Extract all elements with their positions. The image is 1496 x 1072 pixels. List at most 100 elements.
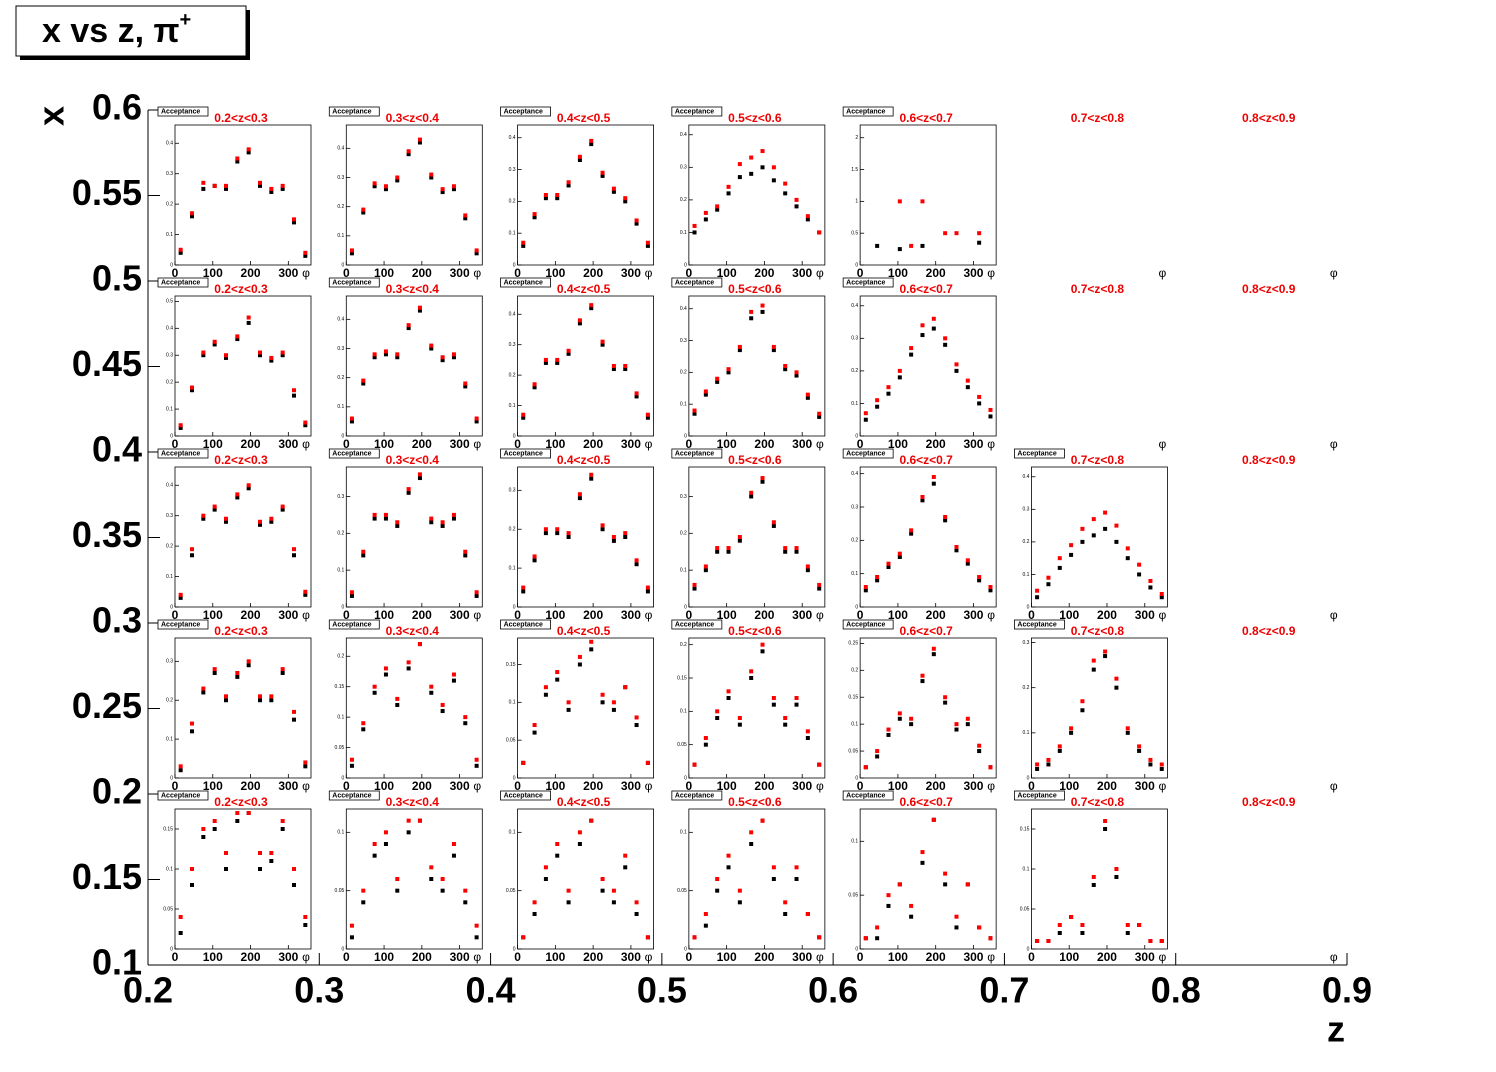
data-point bbox=[589, 818, 594, 823]
data-point bbox=[190, 729, 194, 734]
data-point bbox=[555, 677, 560, 682]
panel-y-tick-label: 0.4 bbox=[337, 317, 344, 323]
data-point bbox=[463, 553, 468, 558]
x-tick-label: 0.2 bbox=[123, 970, 173, 1011]
data-point bbox=[954, 727, 959, 732]
data-point bbox=[909, 531, 914, 536]
data-point bbox=[1114, 685, 1119, 690]
panel-x-label: φ bbox=[302, 950, 310, 964]
data-point bbox=[463, 216, 468, 221]
panel-frame bbox=[1031, 637, 1168, 779]
data-point bbox=[943, 882, 948, 887]
panel-y-tick-label: 0.4 bbox=[680, 132, 687, 138]
panel-x-tick-label: 200 bbox=[412, 779, 432, 793]
data-point bbox=[417, 642, 422, 647]
panel-y-tick-label: 0 bbox=[684, 262, 687, 268]
title-superscript: + bbox=[180, 9, 192, 31]
legend-text: Acceptance bbox=[675, 450, 714, 457]
panel-y-tick-label: 0.2 bbox=[680, 197, 687, 203]
panel-frame bbox=[345, 124, 483, 266]
data-point bbox=[589, 639, 594, 644]
data-point bbox=[794, 696, 799, 700]
panel-x-tick-label: 0 bbox=[514, 608, 521, 622]
data-point bbox=[224, 694, 228, 699]
y-tick-label: 0.35 bbox=[72, 514, 142, 555]
panel-x-label: φ bbox=[645, 950, 653, 964]
data-point bbox=[577, 321, 582, 326]
panel-y-tick-label: 0.1 bbox=[337, 404, 344, 410]
data-point bbox=[611, 186, 616, 191]
data-point bbox=[349, 935, 354, 940]
panel-y-tick-label: 0.1 bbox=[337, 567, 344, 573]
panel-y-tick-label: 0.2 bbox=[509, 199, 516, 205]
data-point bbox=[258, 183, 262, 188]
data-point bbox=[406, 149, 411, 154]
data-point bbox=[715, 207, 720, 212]
data-point bbox=[909, 903, 914, 908]
data-point bbox=[977, 578, 982, 583]
data-point bbox=[863, 585, 868, 589]
legend-text: Acceptance bbox=[846, 279, 885, 286]
data-point bbox=[863, 588, 868, 593]
data-point bbox=[521, 760, 526, 765]
data-point bbox=[817, 935, 822, 940]
data-point bbox=[1069, 543, 1074, 548]
data-point bbox=[692, 935, 697, 940]
data-point bbox=[977, 394, 982, 399]
panel-x-tick-label: 200 bbox=[754, 950, 774, 964]
data-point bbox=[611, 367, 616, 372]
panel-x-label: φ bbox=[302, 779, 310, 793]
data-point bbox=[954, 362, 959, 367]
data-point bbox=[943, 871, 948, 876]
panel-y-tick-label: 0.05 bbox=[506, 737, 516, 743]
data-point bbox=[988, 765, 993, 770]
panel-y-tick-label: 0 bbox=[342, 946, 345, 952]
panel-label: 0.8<z<0.9 bbox=[1242, 282, 1296, 296]
panel-y-tick-label: 0.3 bbox=[1022, 507, 1029, 513]
data-point bbox=[258, 353, 262, 358]
data-point bbox=[258, 180, 262, 185]
x-tick-label: 0.3 bbox=[294, 970, 344, 1011]
panel-x-tick-label: 100 bbox=[203, 950, 223, 964]
data-point bbox=[794, 865, 799, 870]
title-text: x vs z, π bbox=[42, 12, 180, 50]
data-point bbox=[555, 360, 560, 365]
data-point bbox=[235, 337, 240, 342]
panel-y-tick-label: 0 bbox=[170, 433, 173, 439]
data-point bbox=[909, 716, 914, 721]
panel-y-tick-label: 0.4 bbox=[1022, 474, 1029, 480]
panel-label: 0.4<z<0.5 bbox=[557, 111, 611, 125]
data-point bbox=[246, 483, 251, 488]
panel-y-tick-label: 0.2 bbox=[680, 642, 687, 648]
data-point bbox=[1091, 875, 1096, 879]
data-point bbox=[965, 722, 970, 727]
data-point bbox=[1091, 667, 1096, 672]
data-point bbox=[349, 593, 354, 598]
data-point bbox=[555, 196, 560, 201]
panel-x-label: φ bbox=[302, 437, 310, 451]
panel-x-tick-label: 0 bbox=[1028, 950, 1035, 964]
panel-y-tick-label: 0.2 bbox=[166, 698, 173, 704]
data-point bbox=[190, 388, 194, 393]
panel-frame bbox=[174, 637, 312, 779]
legend-text: Acceptance bbox=[846, 792, 885, 799]
panel-y-tick-label: 0.5 bbox=[166, 299, 173, 305]
legend-text: Acceptance bbox=[161, 621, 200, 628]
panel-y-tick-label: 0.2 bbox=[337, 531, 344, 537]
data-point bbox=[954, 914, 959, 919]
data-point bbox=[212, 504, 217, 509]
data-point bbox=[863, 411, 868, 416]
data-point bbox=[920, 673, 925, 678]
panel-label: 0.6<z<0.7 bbox=[899, 624, 953, 638]
data-point bbox=[794, 877, 799, 881]
panel-label: 0.6<z<0.7 bbox=[899, 282, 953, 296]
data-point bbox=[246, 315, 251, 320]
panel-y-tick-label: 0.3 bbox=[680, 165, 687, 171]
panel-label: 0.5<z<0.6 bbox=[728, 624, 782, 638]
data-point bbox=[292, 547, 296, 552]
panel-x-label: φ bbox=[1159, 266, 1167, 280]
panel-x-tick-label: 100 bbox=[717, 608, 737, 622]
data-point bbox=[429, 877, 434, 881]
data-point bbox=[566, 900, 571, 905]
data-point bbox=[634, 391, 639, 396]
